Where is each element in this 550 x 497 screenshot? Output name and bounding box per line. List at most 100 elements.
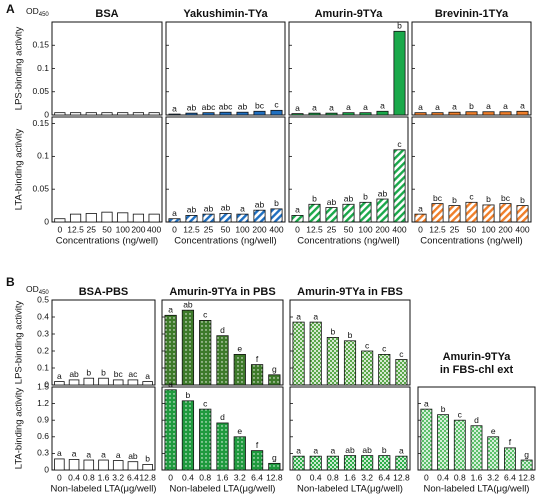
bar	[395, 455, 408, 471]
significance-letter: b	[86, 367, 91, 377]
panel-title: Amurin-9TYa in FBS	[297, 286, 403, 298]
bar	[181, 400, 195, 471]
bar	[268, 462, 281, 471]
bar	[325, 207, 338, 223]
y-tick-label: 1.5	[37, 381, 49, 391]
x-tick-label: 0	[424, 472, 429, 482]
x-tick-label: 0.4	[68, 472, 80, 482]
x-tick-label: 50	[344, 224, 354, 234]
bar	[292, 455, 305, 471]
bar	[308, 203, 321, 223]
bar	[168, 113, 181, 116]
bar	[112, 460, 124, 471]
bar	[343, 340, 357, 386]
significance-letter: ab	[378, 188, 388, 198]
bar	[470, 425, 483, 471]
x-axis-label: Concentrations (ng/well)	[56, 236, 158, 247]
significance-letter: a	[168, 305, 173, 315]
bar	[378, 455, 391, 471]
significance-letter: b	[382, 445, 387, 455]
x-tick-label: 100	[235, 224, 249, 234]
significance-letter: b	[520, 195, 525, 205]
bar	[101, 112, 113, 116]
x-tick-label: 0	[295, 224, 300, 234]
bar	[216, 335, 229, 386]
bar	[291, 113, 304, 116]
bar	[437, 414, 449, 471]
y-tick-label: 0.1	[37, 362, 49, 372]
significance-letter: c	[274, 100, 279, 110]
significance-letter: ab	[69, 369, 79, 379]
x-tick-label: 100	[481, 224, 495, 234]
y-tick-label: 0.15	[32, 118, 49, 128]
y-tick-label: 0	[44, 216, 49, 226]
x-tick-label: 6.4	[504, 472, 516, 482]
x-tick-label: 50	[221, 224, 231, 234]
bar	[448, 111, 461, 116]
bar	[487, 436, 500, 471]
bar	[342, 112, 355, 116]
bar	[361, 455, 374, 471]
significance-letter: a	[486, 101, 491, 111]
x-tick-label: 0	[57, 224, 62, 234]
x-tick-label: 0.4	[310, 472, 322, 482]
bar	[309, 455, 322, 471]
significance-letter: a	[313, 311, 318, 321]
significance-letter: a	[295, 205, 300, 215]
bar	[292, 321, 305, 386]
x-tick-label: 1.6	[217, 472, 229, 482]
significance-letter: b	[397, 21, 402, 31]
x-tick-label: 12.5	[67, 224, 84, 234]
y-tick-label: 0.3	[37, 448, 49, 458]
bar	[236, 213, 249, 223]
x-tick-label: 12.8	[139, 472, 156, 482]
x-axis-label: Concentrations (ng/well)	[297, 236, 399, 247]
significance-letter: ab	[183, 299, 193, 309]
significance-letter: ab	[255, 199, 265, 209]
bar	[393, 30, 406, 116]
bar	[395, 359, 408, 386]
x-tick-label: 12.5	[429, 224, 446, 234]
significance-letter: a	[435, 102, 440, 112]
significance-letter: c	[382, 344, 387, 354]
significance-letter: a	[57, 448, 62, 458]
y-tick-label: 0.05	[32, 86, 49, 96]
panel-title: in FBS-chl ext	[440, 364, 514, 376]
significance-letter: ab	[238, 101, 248, 111]
bar	[308, 112, 321, 116]
bar	[393, 149, 406, 223]
plot-frame	[51, 21, 163, 116]
x-tick-label: 400	[147, 224, 161, 234]
significance-letter: a	[399, 445, 404, 455]
significance-letter: ab	[344, 194, 354, 204]
bar	[142, 381, 153, 386]
significance-letter: a	[72, 449, 77, 459]
bar	[68, 379, 80, 386]
significance-letter: a	[101, 449, 106, 459]
significance-letter: ac	[128, 369, 138, 379]
bar	[117, 212, 129, 223]
bar	[202, 112, 215, 116]
significance-letter: c	[399, 349, 404, 359]
bar	[164, 314, 177, 386]
y-tick-label: 0.6	[37, 431, 49, 441]
bar	[68, 459, 80, 471]
x-tick-label: 6.4	[251, 472, 263, 482]
significance-letter: a	[168, 379, 173, 389]
x-tick-label: 400	[515, 224, 529, 234]
significance-letter: a	[57, 371, 62, 381]
y-tick-label: 0.1	[37, 63, 49, 73]
x-tick-label: 0	[172, 224, 177, 234]
panel-label: A	[6, 2, 15, 16]
y-tick-label: 0.15	[32, 40, 49, 50]
bar	[185, 215, 198, 223]
x-tick-label: 400	[269, 224, 283, 234]
bar	[376, 198, 389, 223]
y-tick-label: 0.2	[37, 345, 49, 355]
significance-letter: abc	[219, 101, 233, 111]
bar	[359, 112, 372, 116]
significance-letter: d	[220, 412, 225, 422]
bar	[465, 111, 478, 116]
x-tick-label: 25	[327, 224, 337, 234]
x-tick-label: 200	[131, 224, 145, 234]
